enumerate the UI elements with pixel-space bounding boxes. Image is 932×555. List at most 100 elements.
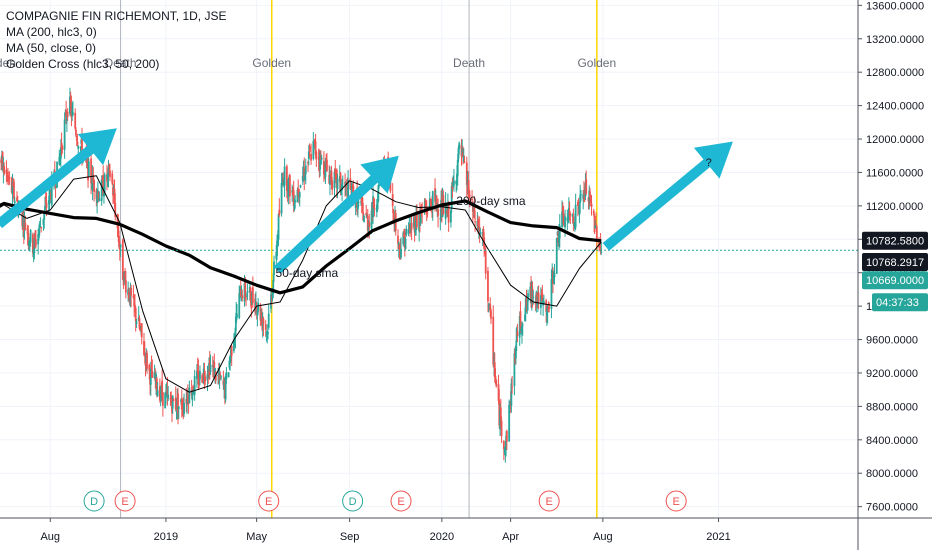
candle-body <box>13 200 16 204</box>
candle-body <box>220 376 223 378</box>
candle-body <box>431 207 433 213</box>
candle-body <box>204 376 207 381</box>
candle-body <box>193 375 196 395</box>
cross-signal-lines: Golden Death Golden Death Golden <box>0 0 616 518</box>
candle-body <box>558 225 561 239</box>
candle-body <box>593 216 596 233</box>
candle-body <box>143 352 146 354</box>
candle-body <box>568 210 571 216</box>
candle-body <box>497 384 500 401</box>
event-marker-label: E <box>397 496 404 508</box>
legend-symbol[interactable]: COMPAGNIE FIN RICHEMONT, 1D, JSE <box>6 9 227 23</box>
candle-body <box>28 242 31 246</box>
candle-body <box>228 360 231 368</box>
candle-body <box>241 295 244 299</box>
candle-body <box>315 151 318 158</box>
signal-label-death: Death <box>453 56 485 70</box>
candle-body <box>161 392 164 406</box>
event-marker-earnings <box>538 490 560 512</box>
candle-body <box>344 182 347 186</box>
candle-body <box>447 203 450 223</box>
legend-ma200[interactable]: MA (200, hlc3, 0) <box>6 25 97 39</box>
event-markers[interactable]: EDEEDEEE <box>0 490 687 512</box>
signal-label-golden: Golden <box>252 56 291 70</box>
signal-label-golden: Golden <box>577 56 616 70</box>
candle-body <box>303 168 306 179</box>
candle-body <box>598 239 600 248</box>
candle-body <box>308 151 311 153</box>
candle-body <box>171 395 174 409</box>
candle-body <box>532 296 535 298</box>
candle-body <box>39 226 42 228</box>
legend-golden-cross[interactable]: Golden Cross (hlc3, 50, 200) <box>6 57 160 71</box>
candle-body <box>319 152 322 170</box>
candle-body <box>249 287 252 301</box>
candle-body <box>423 207 426 209</box>
event-marker-earnings <box>665 490 687 512</box>
candle-body <box>134 307 137 322</box>
candle-body <box>34 234 37 239</box>
candle-body <box>546 308 548 316</box>
candle-body <box>357 198 359 210</box>
candle-body <box>38 223 41 228</box>
candle-body <box>172 399 175 401</box>
candle-body <box>273 261 275 276</box>
candle-body <box>133 295 136 307</box>
candle-body <box>230 345 233 356</box>
candle-body <box>499 409 501 430</box>
candle-body <box>77 146 80 149</box>
candle-body <box>499 407 502 419</box>
candle-body <box>29 229 32 243</box>
candle-body <box>251 287 254 304</box>
candle-body <box>571 214 574 217</box>
candle-body <box>8 177 11 179</box>
candle-body <box>170 395 173 403</box>
candle-body <box>138 318 141 329</box>
candle-body <box>76 141 79 145</box>
price-label-box <box>862 231 928 250</box>
candle-body <box>595 223 597 225</box>
candle-body <box>197 370 200 385</box>
candle-body <box>270 294 272 309</box>
candle-body <box>487 270 489 302</box>
trend-arrows <box>0 128 733 274</box>
candle-body <box>103 193 105 197</box>
candle-body <box>339 173 342 191</box>
candle-body <box>373 208 376 210</box>
candle-body <box>298 192 301 198</box>
candle-body <box>334 168 337 174</box>
candle-body <box>7 171 9 178</box>
candle-body <box>474 221 477 223</box>
candle-body <box>188 387 191 403</box>
candle-body <box>32 251 35 258</box>
candle-body <box>225 372 228 380</box>
candle-body <box>202 378 204 382</box>
price-label-text: 04:37:33 <box>876 297 919 309</box>
candle-body <box>45 203 48 208</box>
candle-body <box>186 394 189 403</box>
y-tick-label: 9600.0000 <box>866 335 918 347</box>
candle-body <box>90 158 92 184</box>
candle-body <box>446 209 449 214</box>
candle-body <box>117 223 120 238</box>
candle-body <box>515 345 517 359</box>
candle-body <box>462 156 465 161</box>
candle-body <box>285 166 288 192</box>
legend-ma50[interactable]: MA (50, close, 0) <box>6 41 97 55</box>
candle-body <box>456 173 458 181</box>
price-label-text: 10768.2917 <box>866 257 924 269</box>
candle-body <box>482 228 485 240</box>
candle-body <box>191 390 194 401</box>
candle-body <box>456 159 459 177</box>
candle-body <box>196 370 198 379</box>
candle-body <box>280 183 283 214</box>
price-label-box <box>862 252 928 271</box>
candle-body <box>288 175 291 197</box>
candle-body <box>377 185 380 202</box>
event-marker-label: D <box>349 496 357 508</box>
candle-body <box>561 207 564 211</box>
event-marker-earnings <box>114 490 136 512</box>
candle-body <box>96 193 99 203</box>
